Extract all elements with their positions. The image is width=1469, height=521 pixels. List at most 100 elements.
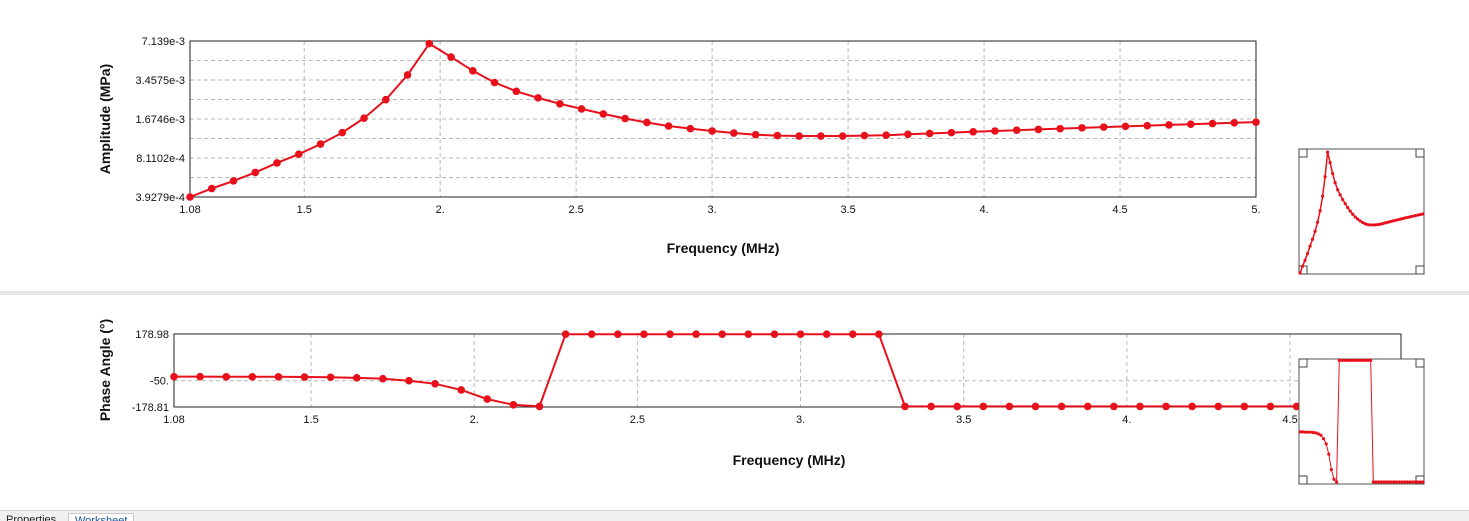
phase-data-point[interactable] (405, 376, 413, 385)
phase-data-point[interactable] (587, 330, 596, 338)
amplitude-data-point[interactable] (1056, 124, 1065, 133)
phase-data-point[interactable] (457, 386, 465, 394)
amplitude-data-point[interactable] (316, 140, 325, 148)
phase-data-point[interactable] (431, 379, 439, 388)
amplitude-data-point[interactable] (599, 110, 608, 118)
amplitude-data-point[interactable] (1078, 124, 1086, 132)
amplitude-data-point[interactable] (469, 67, 477, 75)
amplitude-data-point[interactable] (947, 128, 956, 137)
amplitude-data-point[interactable] (1143, 121, 1152, 130)
amplitude-data-point[interactable] (838, 132, 847, 140)
phase-data-point[interactable] (1292, 402, 1301, 411)
amplitude-data-point[interactable] (991, 127, 999, 135)
phase-data-point[interactable] (222, 373, 231, 381)
amplitude-data-point[interactable] (664, 122, 673, 130)
phase-data-point[interactable] (1110, 402, 1118, 411)
phase-data-point[interactable] (1240, 402, 1249, 411)
amplitude-data-point[interactable] (447, 53, 455, 61)
phase-data-point[interactable] (796, 330, 805, 338)
phase-data-point[interactable] (822, 330, 831, 338)
amplitude-data-point[interactable] (294, 150, 303, 159)
amplitude-data-point[interactable] (1165, 121, 1173, 129)
amplitude-data-point[interactable] (338, 128, 347, 137)
phase-data-point[interactable] (666, 330, 674, 338)
amplitude-data-point[interactable] (512, 87, 521, 96)
phase-data-point[interactable] (640, 330, 648, 338)
amplitude-data-point[interactable] (643, 118, 651, 127)
amplitude-data-point[interactable] (882, 131, 890, 139)
phase-data-point[interactable] (248, 373, 257, 381)
phase-data-point[interactable] (483, 395, 492, 403)
phase-data-point[interactable] (274, 373, 283, 381)
amplitude-data-point[interactable] (381, 95, 390, 104)
phase-data-point[interactable] (1005, 402, 1014, 411)
amplitude-data-point[interactable] (360, 114, 368, 122)
amplitude-data-point[interactable] (251, 168, 260, 177)
amplitude-data-point[interactable] (1252, 118, 1260, 126)
amplitude-data-point[interactable] (577, 105, 586, 113)
phase-data-point[interactable] (927, 402, 935, 411)
phase-data-point[interactable] (1136, 402, 1144, 411)
phase-data-point[interactable] (326, 373, 335, 382)
phase-data-point[interactable] (509, 400, 518, 409)
phase-data-point[interactable] (1031, 402, 1040, 411)
tab-worksheet[interactable]: Worksheet (68, 513, 135, 521)
amplitude-data-point[interactable] (1186, 120, 1195, 129)
phase-data-point[interactable] (848, 330, 857, 338)
phase-data-point[interactable] (614, 330, 622, 338)
amplitude-data-point[interactable] (1121, 122, 1130, 131)
phase-data-point[interactable] (1162, 402, 1170, 411)
phase-data-point[interactable] (1188, 402, 1196, 411)
phase-data-point[interactable] (196, 372, 204, 381)
amplitude-data-point[interactable] (186, 193, 194, 201)
amplitude-thumbnail-point (1346, 205, 1350, 210)
phase-data-point[interactable] (535, 402, 544, 411)
amplitude-data-point[interactable] (1012, 126, 1021, 134)
amplitude-data-point[interactable] (730, 129, 738, 137)
amplitude-data-point[interactable] (621, 114, 629, 123)
amplitude-data-point[interactable] (925, 129, 934, 138)
phase-data-point[interactable] (1057, 402, 1066, 411)
phase-data-point[interactable] (1083, 402, 1092, 411)
amplitude-data-point[interactable] (817, 132, 825, 140)
phase-thumbnail[interactable] (1298, 358, 1425, 485)
amplitude-data-point[interactable] (1034, 125, 1043, 134)
amplitude-data-point[interactable] (403, 71, 412, 79)
amplitude-data-point[interactable] (273, 159, 281, 167)
phase-data-point[interactable] (744, 330, 753, 338)
amplitude-data-point[interactable] (773, 131, 782, 140)
amplitude-data-point[interactable] (1099, 123, 1108, 131)
amplitude-data-point[interactable] (229, 177, 238, 185)
phase-data-point[interactable] (979, 402, 988, 411)
amplitude-data-point[interactable] (556, 100, 564, 108)
amplitude-data-point[interactable] (708, 127, 716, 135)
phase-data-point[interactable] (718, 330, 727, 338)
amplitude-data-point[interactable] (904, 130, 912, 139)
phase-data-point[interactable] (770, 330, 779, 338)
phase-data-point[interactable] (352, 374, 361, 382)
phase-data-point[interactable] (875, 330, 883, 338)
amplitude-data-point[interactable] (686, 124, 695, 133)
amplitude-data-point[interactable] (207, 184, 216, 193)
phase-data-point[interactable] (170, 372, 178, 381)
amplitude-data-point[interactable] (425, 39, 434, 48)
phase-data-point[interactable] (379, 374, 387, 383)
amplitude-data-point[interactable] (860, 131, 869, 140)
tab-properties[interactable]: Properties (6, 514, 57, 521)
amplitude-data-point[interactable] (751, 130, 760, 139)
phase-data-point[interactable] (901, 402, 909, 411)
amplitude-data-point[interactable] (795, 132, 803, 140)
amplitude-data-point[interactable] (1208, 119, 1217, 128)
phase-data-point[interactable] (1214, 402, 1223, 411)
amplitude-data-point[interactable] (1230, 119, 1239, 127)
amplitude-data-point[interactable] (969, 127, 977, 136)
phase-data-point[interactable] (953, 402, 961, 411)
phase-data-point[interactable] (300, 373, 309, 381)
amplitude-data-point[interactable] (534, 94, 542, 102)
phase-data-point[interactable] (561, 330, 570, 338)
phase-data-point[interactable] (1266, 402, 1275, 411)
amplitude-data-point[interactable] (490, 78, 499, 87)
phase-data-point[interactable] (692, 330, 700, 338)
amplitude-thumbnail[interactable] (1298, 148, 1425, 275)
phase-thumbnail-point (1353, 358, 1357, 362)
